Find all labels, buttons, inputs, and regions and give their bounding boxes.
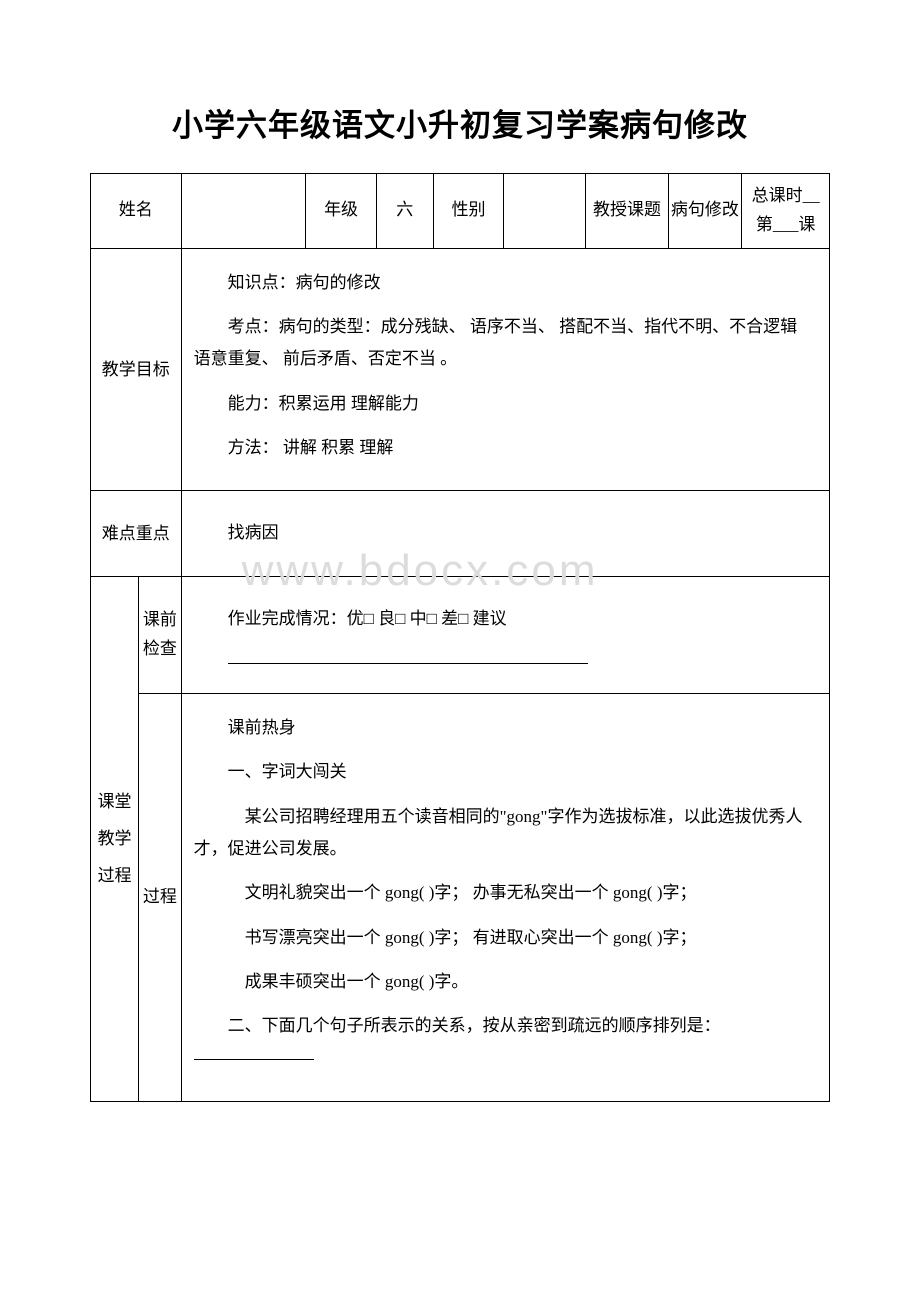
objectives-row: 教学目标 知识点：病句的修改 考点：病句的类型：成分残缺、 语序不当、 搭配不当…	[91, 248, 830, 490]
lesson-plan-table: 姓名 年级 六 性别 教授课题 病句修改 总课时__第___课 教学目标 知识点…	[90, 173, 830, 1102]
objectives-content: 知识点：病句的修改 考点：病句的类型：成分残缺、 语序不当、 搭配不当、指代不明…	[181, 248, 829, 490]
process-content: 课前热身 一、字词大闯关 某公司招聘经理用五个读音相同的"gong"字作为选拔标…	[181, 694, 829, 1102]
precheck-row: 课堂教学过程 课前检查 作业完成情况：优□ 良□ 中□ 差□ 建议	[91, 576, 830, 694]
precheck-text: 作业完成情况：优□ 良□ 中□ 差□ 建议	[194, 603, 817, 635]
gender-value	[504, 174, 586, 249]
difficulty-text: 找病因	[194, 517, 817, 549]
process-inner-label: 过程	[139, 694, 181, 1102]
info-row: 姓名 年级 六 性别 教授课题 病句修改 总课时__第___课	[91, 174, 830, 249]
difficulty-row: 难点重点 www.bdocx.com 找病因	[91, 491, 830, 576]
process-p3: 书写漂亮突出一个 gong( )字； 有进取心突出一个 gong( )字；	[194, 922, 817, 954]
process-p1: 某公司招聘经理用五个读音相同的"gong"字作为选拔标准，以此选拔优秀人才，促进…	[194, 801, 817, 866]
precheck-content: 作业完成情况：优□ 良□ 中□ 差□ 建议	[181, 576, 829, 694]
process-h1: 课前热身	[194, 712, 817, 744]
obj-p2: 考点：病句的类型：成分残缺、 语序不当、 搭配不当、指代不明、不合逻辑 语意重复…	[194, 311, 817, 376]
obj-p4: 方法： 讲解 积累 理解	[194, 432, 817, 464]
objectives-label: 教学目标	[91, 248, 182, 490]
process-side-label: 课堂教学过程	[91, 576, 139, 1101]
grade-label: 年级	[306, 174, 377, 249]
process-p2: 文明礼貌突出一个 gong( )字； 办事无私突出一个 gong( )字；	[194, 877, 817, 909]
page-title: 小学六年级语文小升初复习学案病句修改	[90, 100, 830, 145]
process-p4: 成果丰硕突出一个 gong( )字。	[194, 966, 817, 998]
name-value	[181, 174, 306, 249]
process-h2: 一、字词大闯关	[194, 756, 817, 788]
gender-label: 性别	[433, 174, 504, 249]
precheck-underline	[228, 663, 588, 664]
process-row: 过程 课前热身 一、字词大闯关 某公司招聘经理用五个读音相同的"gong"字作为…	[91, 694, 830, 1102]
obj-p3: 能力：积累运用 理解能力	[194, 388, 817, 420]
obj-p1: 知识点：病句的修改	[194, 267, 817, 299]
difficulty-content: www.bdocx.com 找病因	[181, 491, 829, 576]
topic-value: 病句修改	[668, 174, 742, 249]
grade-value: 六	[376, 174, 433, 249]
name-label: 姓名	[91, 174, 182, 249]
precheck-label: 课前检查	[139, 576, 181, 694]
topic-label: 教授课题	[586, 174, 668, 249]
period-label: 总课时__第___课	[742, 174, 830, 249]
difficulty-label: 难点重点	[91, 491, 182, 576]
process-h3: 二、下面几个句子所表示的关系，按从亲密到疏远的顺序排列是：	[194, 1010, 817, 1075]
